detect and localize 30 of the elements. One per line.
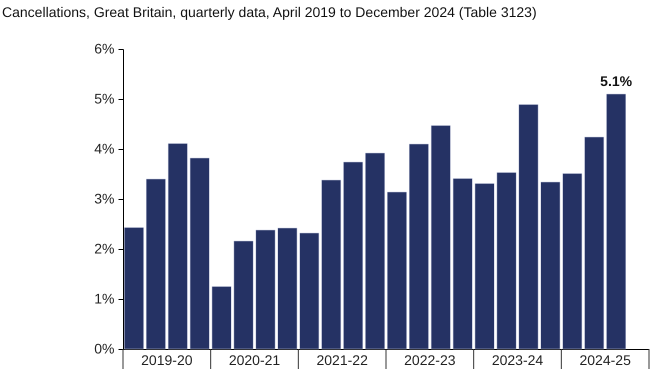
text: 2019-20 [141, 352, 193, 368]
chart-title: Cancellations, Great Britain, quarterly data, April 2019 to December 2024 (Table 3123) [2, 4, 537, 20]
bar [234, 240, 254, 350]
bar [606, 94, 626, 350]
bar [474, 183, 495, 350]
bar [277, 228, 298, 350]
y-tick-label: 6% [94, 40, 114, 56]
text: 2024-25 [579, 352, 632, 368]
text: 2021-22 [316, 352, 368, 368]
y-tick-label: 2% [94, 240, 114, 256]
text: 2020-21 [228, 352, 280, 368]
bar [408, 144, 429, 350]
data-label: 5.1% [600, 73, 633, 89]
bar [496, 172, 516, 350]
y-tick-label: 3% [94, 190, 114, 206]
y-tick-label: 4% [94, 140, 114, 156]
bar [146, 178, 166, 350]
text: 2022-23 [404, 352, 456, 368]
bar [540, 182, 560, 350]
bar [518, 104, 538, 350]
bar [212, 286, 232, 350]
y-tick-label: 5% [94, 90, 114, 106]
y-tick-label: 1% [94, 290, 114, 306]
bar [343, 162, 364, 350]
bar [365, 152, 385, 350]
bar [387, 192, 407, 350]
text: 2023-24 [492, 352, 544, 368]
y-tick-label: 0% [94, 340, 114, 356]
bar [256, 230, 276, 350]
bar [124, 227, 144, 350]
